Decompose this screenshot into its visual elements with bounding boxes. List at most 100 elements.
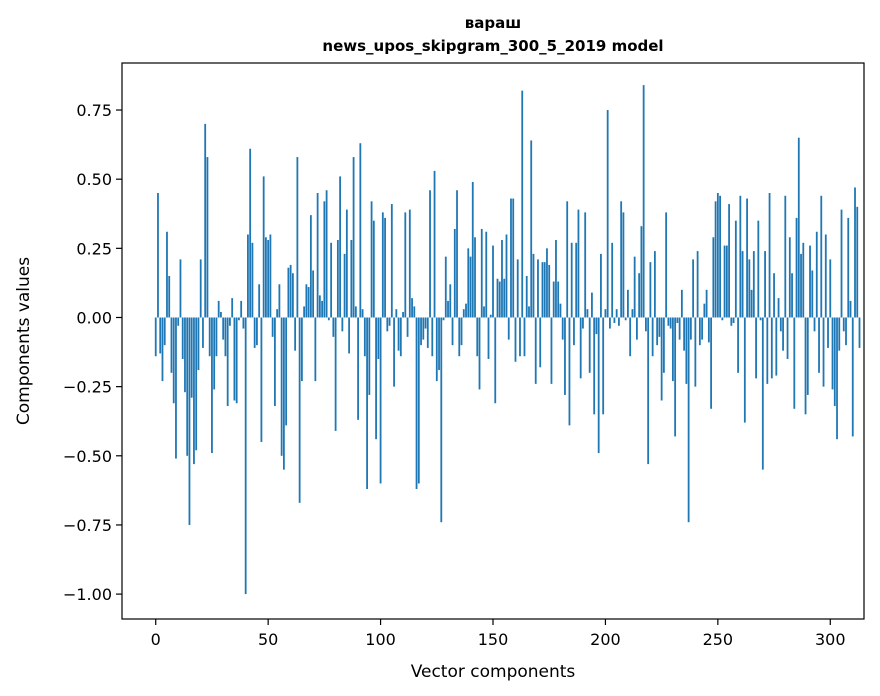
bar-197 [597, 317, 600, 454]
bar-193 [588, 317, 591, 373]
bar-189 [579, 317, 582, 379]
bar-128 [442, 317, 445, 321]
bar-15 [188, 317, 191, 525]
bar-286 [797, 137, 800, 318]
bar-18 [195, 317, 198, 451]
bar-243 [701, 317, 704, 340]
bar-162 [519, 317, 521, 357]
bar-208 [622, 212, 625, 318]
bar-214 [636, 317, 638, 340]
bar-143 [476, 317, 479, 357]
bar-65 [300, 317, 303, 382]
bar-169 [534, 317, 537, 384]
bar-246 [707, 317, 710, 343]
bar-174 [546, 248, 548, 318]
bar-236 [685, 317, 688, 384]
bar-158 [510, 198, 512, 318]
bar-97 [372, 220, 375, 318]
bar-139 [467, 248, 470, 318]
bar-166 [528, 306, 530, 318]
bar-185 [570, 242, 573, 318]
bar-234 [680, 289, 683, 318]
bar-43 [251, 242, 254, 318]
bar-35 [233, 317, 236, 401]
bar-283 [791, 273, 793, 318]
bar-110 [402, 311, 404, 318]
bar-280 [784, 195, 787, 318]
bar-219 [647, 317, 650, 465]
bar-248 [712, 237, 715, 318]
x-tick-label: 300 [815, 630, 846, 649]
bar-180 [559, 303, 562, 318]
bar-26 [213, 317, 216, 390]
bar-252 [721, 317, 724, 321]
bar-62 [294, 317, 297, 351]
bar-81 [336, 240, 339, 318]
bar-132 [451, 317, 454, 346]
bar-225 [660, 317, 663, 401]
bar-91 [359, 143, 362, 318]
bar-50 [267, 240, 270, 318]
bar-89 [354, 306, 357, 318]
bar-293 [813, 317, 816, 332]
bar-155 [503, 278, 506, 318]
bar-241 [696, 251, 699, 318]
bar-304 [838, 317, 841, 351]
bar-301 [831, 317, 834, 390]
y-tick-label: −0.75 [63, 516, 112, 535]
bar-231 [674, 317, 677, 437]
bar-232 [676, 317, 679, 324]
bar-207 [620, 201, 623, 318]
bar-199 [602, 317, 605, 415]
bar-297 [822, 317, 825, 387]
bar-261 [741, 251, 744, 318]
bar-118 [420, 317, 422, 346]
bar-40 [244, 317, 247, 595]
bar-154 [501, 240, 503, 318]
bar-228 [667, 317, 670, 326]
y-tick-label: −0.50 [63, 447, 112, 466]
bar-22 [204, 123, 207, 318]
bar-227 [665, 212, 668, 318]
bar-48 [262, 176, 265, 318]
x-tick-label: 0 [151, 630, 161, 649]
bar-54 [276, 309, 279, 318]
bar-182 [564, 317, 566, 395]
bar-17 [193, 317, 195, 465]
bar-11 [179, 259, 182, 318]
bar-109 [399, 317, 402, 357]
bar-44 [253, 317, 256, 348]
bar-313 [858, 317, 861, 348]
bar-160 [514, 317, 517, 362]
bar-123 [431, 317, 434, 357]
bar-181 [561, 317, 564, 340]
bar-79 [332, 317, 335, 337]
bar-99 [377, 317, 380, 359]
bar-295 [818, 317, 820, 373]
bar-102 [384, 217, 386, 318]
bar-179 [557, 281, 560, 318]
bar-212 [631, 309, 634, 318]
bar-242 [698, 317, 701, 346]
bar-255 [728, 204, 730, 318]
bar-269 [759, 317, 762, 321]
bar-201 [606, 110, 609, 318]
bar-265 [750, 289, 753, 318]
bar-133 [453, 228, 456, 318]
bar-7 [170, 317, 173, 373]
bar-312 [856, 206, 859, 318]
bar-263 [746, 198, 748, 318]
bar-298 [824, 234, 827, 318]
bar-156 [505, 234, 508, 318]
bar-73 [318, 295, 321, 318]
bar-167 [530, 140, 533, 318]
bar-251 [719, 195, 721, 318]
bar-88 [352, 157, 355, 318]
bar-275 [773, 273, 775, 318]
bar-125 [435, 317, 438, 382]
bar-75 [323, 201, 326, 318]
bar-285 [795, 217, 798, 318]
bar-148 [487, 317, 490, 359]
bar-136 [460, 317, 463, 346]
